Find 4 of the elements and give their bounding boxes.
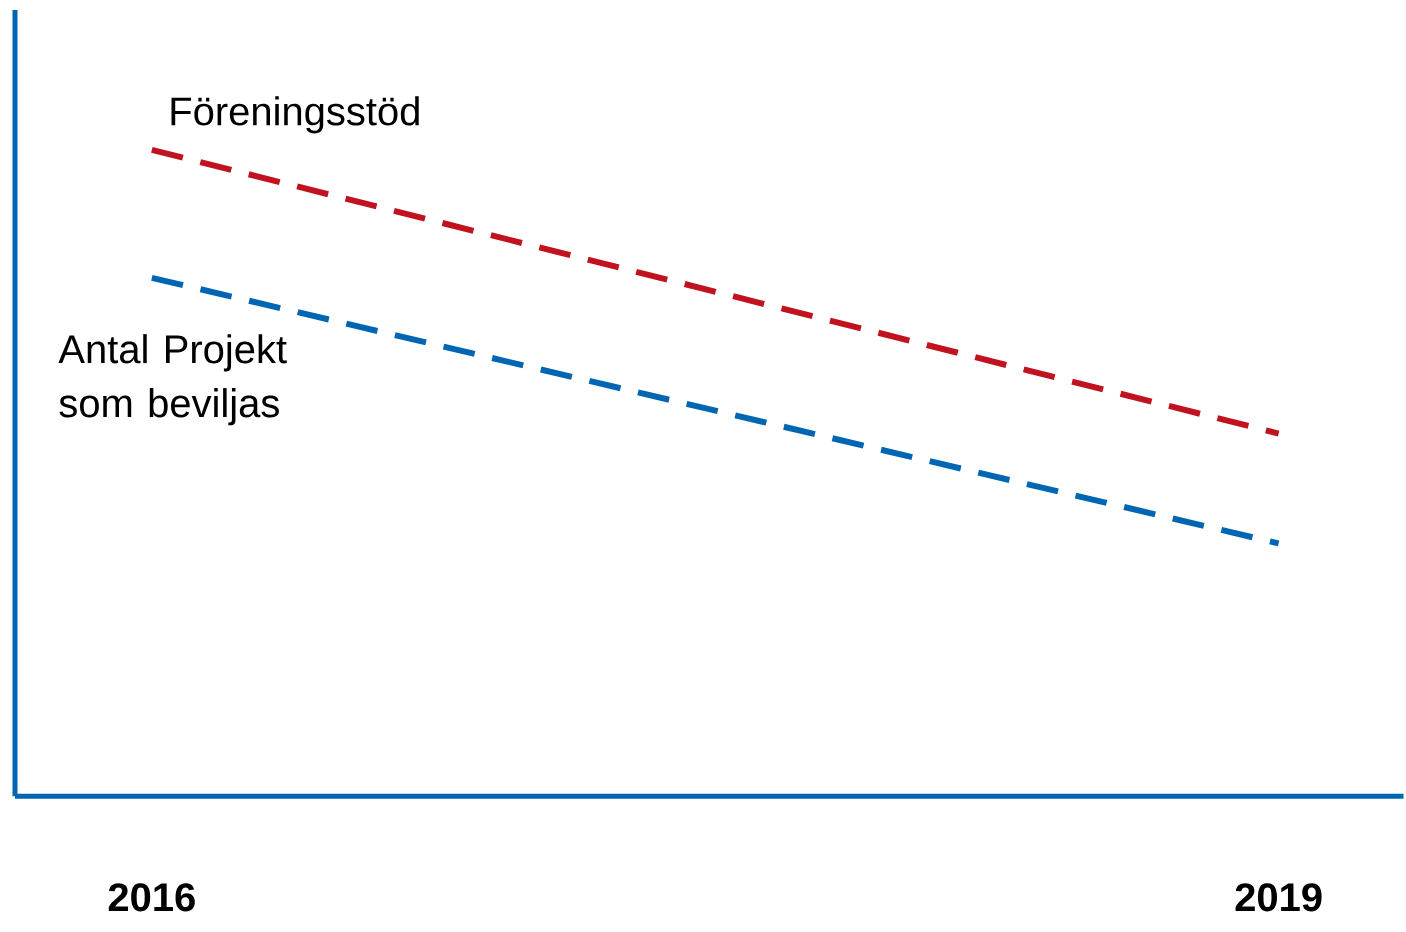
series-label: Antal Projekt som beviljas xyxy=(58,334,287,426)
series-label: Föreningsstöd xyxy=(171,96,419,134)
x-tick-label: 2016 xyxy=(108,883,195,912)
x-tick-label: 2019 xyxy=(1235,883,1322,912)
